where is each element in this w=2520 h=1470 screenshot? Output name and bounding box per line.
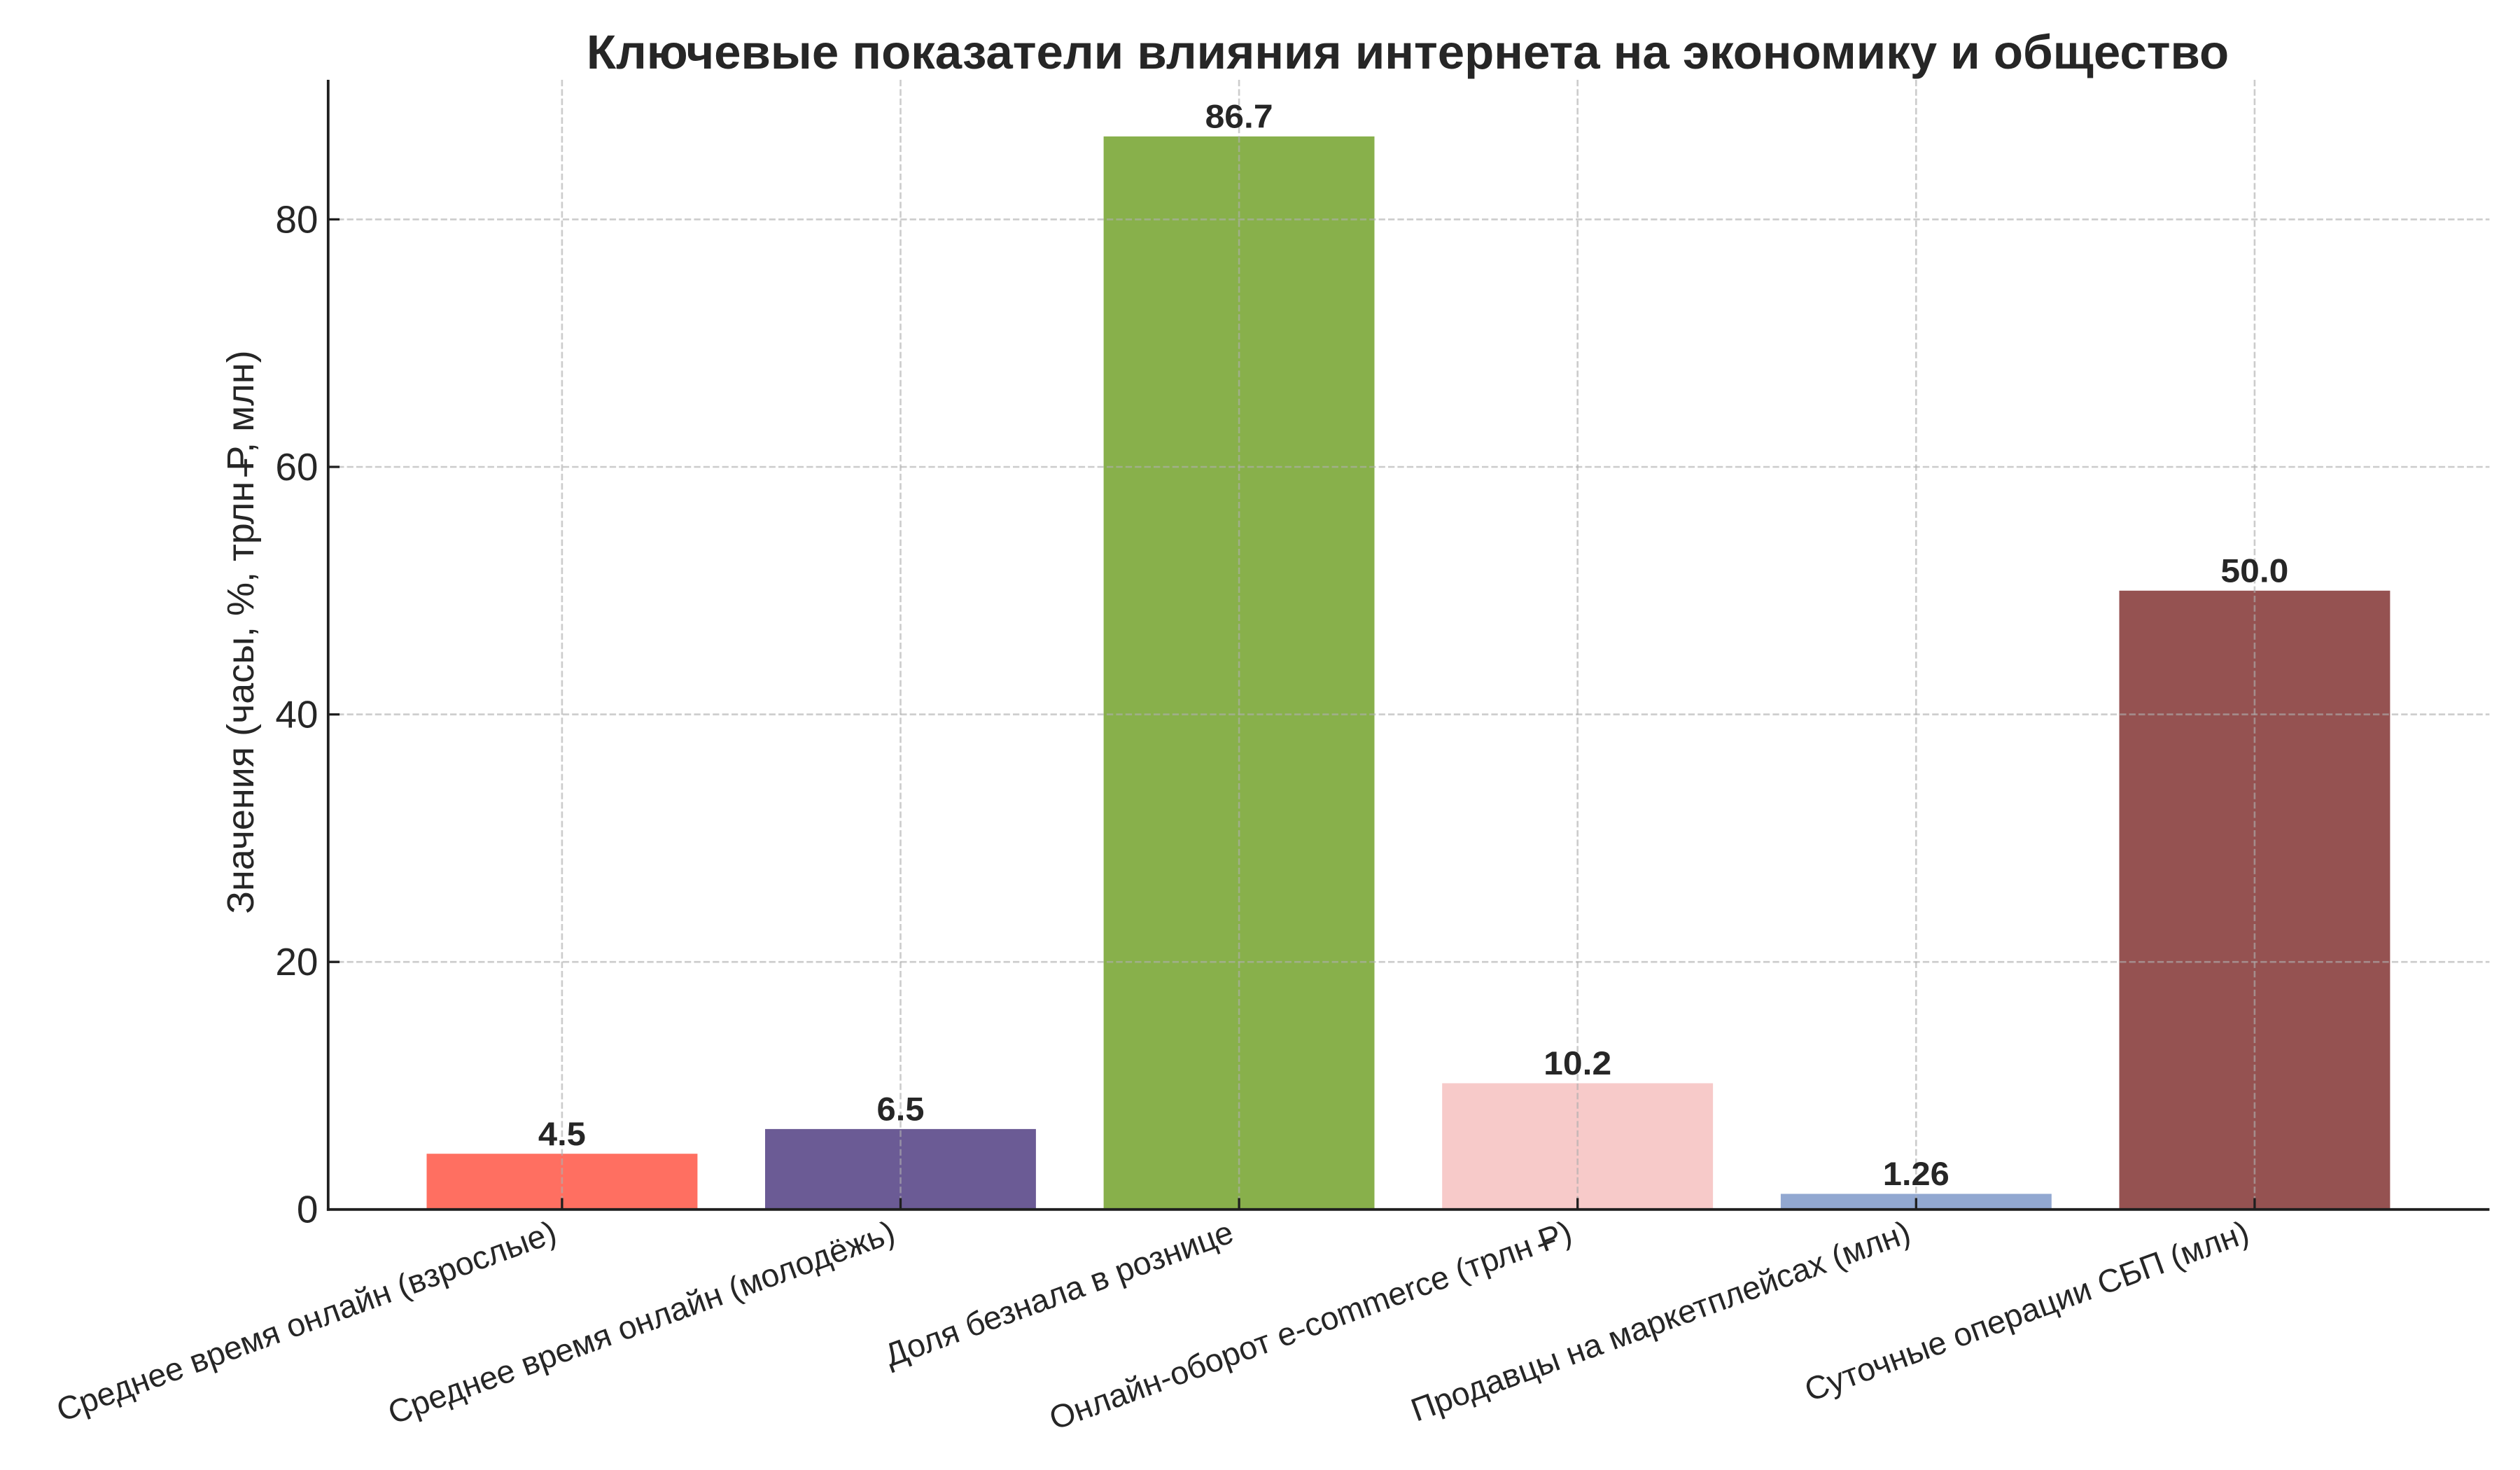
svg-text:Ключевые показатели влияния ин: Ключевые показатели влияния интернета на… [587, 25, 2229, 79]
svg-text:80: 80 [275, 197, 318, 241]
svg-text:0: 0 [297, 1188, 318, 1231]
svg-text:Значения (часы, %, трлн Р, млн: Значения (часы, %, трлн Р, млн) [220, 350, 262, 913]
svg-text:6.5: 6.5 [877, 1091, 925, 1128]
svg-text:60: 60 [275, 445, 318, 489]
svg-text:Доля безнала в рознице: Доля безнала в рознице [880, 1214, 1238, 1374]
svg-text:Онлайн-оборот e-commerce (трлн: Онлайн-оборот e-commerce (трлн Р) [1044, 1214, 1576, 1437]
svg-text:4.5: 4.5 [538, 1115, 586, 1152]
svg-text:20: 20 [275, 940, 318, 983]
svg-text:10.2: 10.2 [1544, 1044, 1611, 1082]
svg-text:1.26: 1.26 [1883, 1155, 1949, 1192]
svg-text:50.0: 50.0 [2220, 552, 2288, 589]
svg-text:40: 40 [275, 693, 318, 736]
svg-text:86.7: 86.7 [1205, 98, 1273, 135]
